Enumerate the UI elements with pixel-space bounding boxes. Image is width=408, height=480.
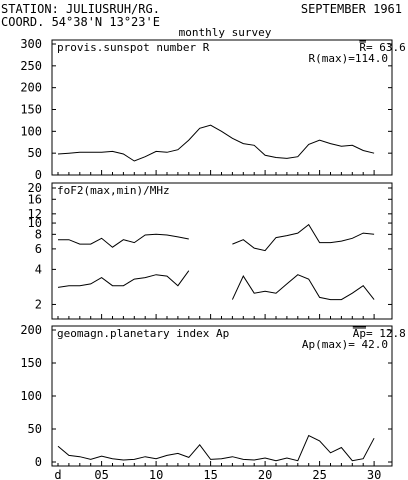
panel-title: provis.sunspot number R (57, 41, 210, 54)
y-tick-label: 4 (35, 262, 42, 276)
y-tick-label: 300 (20, 37, 42, 51)
max-value: Ap(max)= 42.0 (302, 338, 388, 351)
x-tick-label: 20 (258, 468, 272, 480)
series-line-1 (57, 434, 375, 462)
panel-title: geomagn.planetary index Ap (57, 327, 229, 340)
mean-symbol: Ap (353, 327, 366, 340)
y-tick-label: 6 (35, 242, 42, 256)
x-tick-label: 05 (94, 468, 108, 480)
max-value: R(max)=114.0 (309, 52, 388, 65)
y-tick-label: 8 (35, 227, 42, 241)
y-tick-label: 50 (28, 146, 42, 160)
y-tick-label: 250 (20, 59, 42, 73)
y-tick-label: 100 (20, 124, 42, 138)
y-tick-label: 2 (35, 297, 42, 311)
x-tick-label: 30 (367, 468, 381, 480)
mean-symbol: R (359, 41, 366, 54)
station-label: STATION: JULIUSRUH/RG. (1, 2, 160, 16)
x-tick-label: 25 (312, 468, 326, 480)
y-tick-label: 200 (20, 323, 42, 337)
survey-label: monthly survey (179, 26, 272, 39)
mean-value: = 12.8 (366, 327, 406, 340)
series-line-1 (58, 223, 375, 252)
y-tick-label: 150 (20, 356, 42, 370)
panel-title: foF2(max,min)/MHz (57, 184, 170, 197)
plot-frame (51, 182, 393, 320)
y-tick-label: 150 (20, 103, 42, 117)
coord-label: COORD. 54°38'N 13°23'E (1, 15, 160, 29)
x-tick-label: 15 (203, 468, 217, 480)
y-tick-label: 0 (35, 455, 42, 469)
y-tick-label: 10 (28, 216, 42, 230)
y-tick-label: 200 (20, 81, 42, 95)
y-tick-label: 12 (28, 207, 42, 221)
month-label: SEPTEMBER 1961 (301, 2, 402, 16)
y-tick-label: 20 (28, 181, 42, 195)
panel-1: 0 50 100 150 200 250 300 provis.sunspot number … (20, 37, 405, 182)
y-tick-label: 50 (28, 422, 42, 436)
series-line-1 (57, 124, 375, 162)
x-tick-label: 10 (149, 468, 163, 480)
y-tick-label: 16 (28, 192, 42, 206)
y-tick-label: 100 (20, 389, 42, 403)
series-line-2 (57, 270, 375, 301)
mean-value: = 63.6 (366, 41, 406, 54)
y-tick-label: 0 (35, 168, 42, 182)
x-tick-label: d (54, 468, 61, 480)
